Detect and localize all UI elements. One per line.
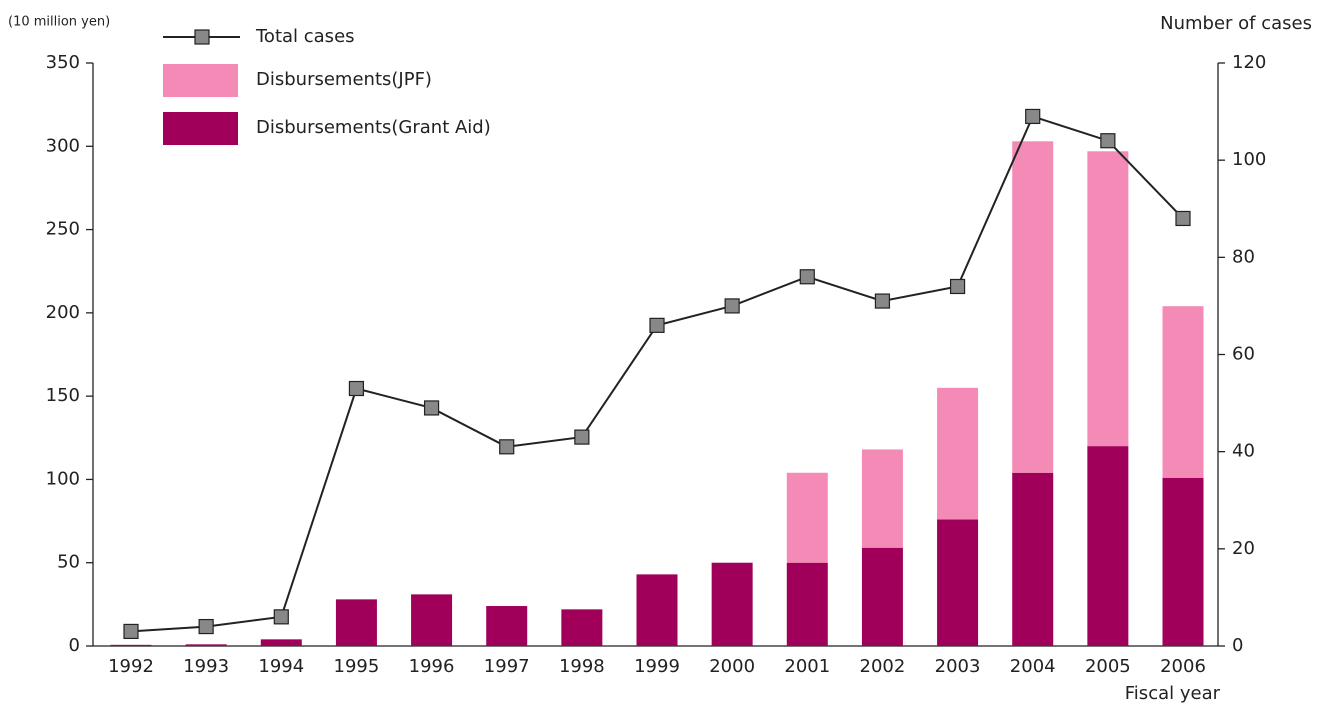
- y2-tick-label: 0: [1232, 635, 1243, 656]
- y-tick-label: 250: [46, 219, 80, 240]
- marker: [949, 278, 966, 295]
- bar: [937, 519, 979, 646]
- x-tick-label: 2000: [709, 656, 755, 677]
- bar: [1012, 472, 1054, 646]
- marker: [574, 429, 590, 445]
- y-tick-label: 100: [46, 468, 80, 489]
- marker: [123, 623, 139, 640]
- x-tick-label: 1998: [559, 656, 605, 677]
- x-tick-label: 2004: [1010, 656, 1056, 677]
- bar: [411, 594, 453, 646]
- marker: [499, 439, 515, 455]
- y-tick-label: 300: [46, 135, 80, 156]
- y-tick-label: 0: [69, 635, 80, 656]
- bar: [110, 644, 152, 646]
- x-tick-label: 2003: [935, 656, 981, 677]
- bar: [185, 644, 227, 646]
- y2-tick-label: 40: [1232, 441, 1255, 462]
- marker: [348, 380, 365, 397]
- bar: [711, 562, 753, 646]
- marker: [1025, 108, 1041, 125]
- bar: [1162, 477, 1204, 646]
- x-tick-label: 2005: [1085, 656, 1131, 677]
- marker: [423, 400, 440, 416]
- marker: [874, 293, 891, 309]
- bar: [861, 449, 903, 548]
- y2-tick-label: 120: [1232, 52, 1266, 73]
- bar: [636, 574, 678, 646]
- x-tick-label: 1993: [183, 656, 229, 677]
- x-tick-label: 2002: [860, 656, 906, 677]
- x-tick-label: 1994: [258, 656, 304, 677]
- marker: [724, 298, 740, 314]
- x-tick-label: 1995: [334, 656, 380, 677]
- legend-marker: [194, 29, 210, 45]
- marker: [1100, 133, 1116, 149]
- marker: [273, 609, 289, 625]
- legend-label: Disbursements(Grant Aid): [256, 117, 491, 138]
- bar: [1162, 306, 1204, 478]
- bar: [1012, 141, 1054, 473]
- x-tick-label: 1999: [634, 656, 680, 677]
- legend-label: Disbursements(JPF): [256, 69, 432, 90]
- bar: [937, 387, 979, 520]
- x-tick-label: 2006: [1160, 656, 1206, 677]
- y2-axis-label: Number of cases: [1160, 13, 1312, 34]
- y2-tick-label: 20: [1232, 538, 1255, 559]
- x-tick-label: 1992: [108, 656, 154, 677]
- y2-tick-label: 80: [1232, 246, 1255, 267]
- y2-tick-label: 60: [1232, 344, 1255, 365]
- y-tick-label: 50: [57, 552, 80, 573]
- marker: [649, 317, 665, 333]
- marker: [198, 618, 214, 635]
- legend-label: Total cases: [255, 26, 355, 47]
- legend-swatch: [163, 112, 238, 145]
- bar: [486, 606, 528, 646]
- marker: [1175, 210, 1191, 227]
- bar: [786, 562, 828, 646]
- y-tick-label: 350: [46, 52, 80, 73]
- y-tick-label: 150: [46, 385, 80, 406]
- bar: [1087, 151, 1129, 447]
- bar: [260, 639, 302, 646]
- bar: [861, 547, 903, 646]
- x-axis-label: Fiscal year: [1125, 683, 1221, 704]
- bar: [1087, 446, 1129, 646]
- x-tick-label: 2001: [784, 656, 830, 677]
- legend-swatch: [163, 64, 238, 97]
- x-tick-label: 1997: [484, 656, 530, 677]
- y2-tick-label: 100: [1232, 149, 1266, 170]
- bar: [561, 609, 603, 646]
- bar: [335, 599, 377, 646]
- y-axis-label: (10 million yen): [8, 15, 110, 30]
- bar: [786, 472, 828, 563]
- y-tick-label: 200: [46, 302, 80, 323]
- x-tick-label: 1996: [409, 656, 455, 677]
- marker: [799, 269, 815, 285]
